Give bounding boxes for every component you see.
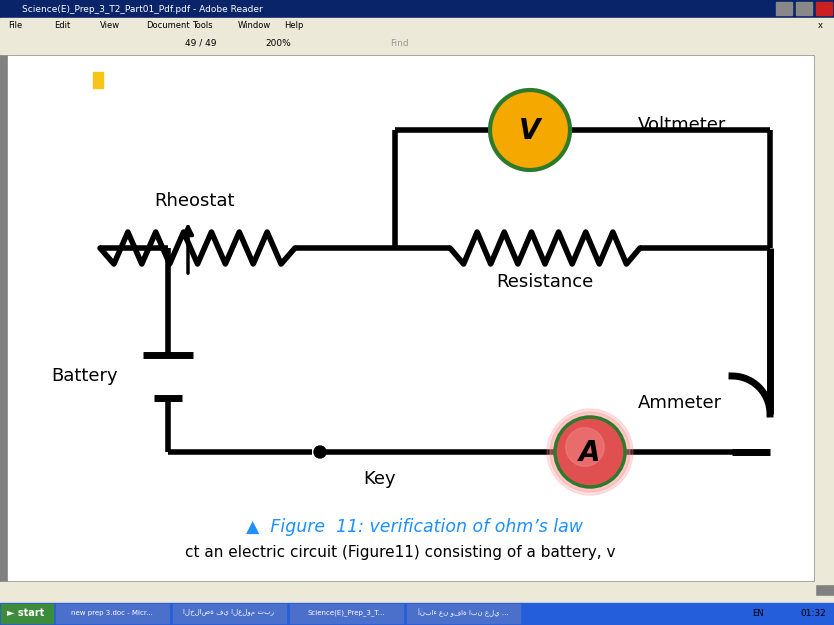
Bar <box>816 2 832 15</box>
Text: 49 / 49: 49 / 49 <box>185 39 217 48</box>
Text: Window: Window <box>238 21 271 29</box>
Text: Help: Help <box>284 21 304 29</box>
Bar <box>0 603 834 625</box>
Bar <box>796 2 812 15</box>
Bar <box>815 54 834 584</box>
Text: ▲  Figure  11: verification of ohm’s law: ▲ Figure 11: verification of ohm’s law <box>247 518 584 536</box>
Text: new prep 3.doc - Micr...: new prep 3.doc - Micr... <box>71 610 153 616</box>
Text: Science(E)_Prep_3_T2_Part01_Pdf.pdf - Adobe Reader: Science(E)_Prep_3_T2_Part01_Pdf.pdf - Ad… <box>22 4 263 14</box>
Bar <box>0 582 815 596</box>
Bar <box>290 604 403 623</box>
Text: Battery: Battery <box>52 367 118 385</box>
Circle shape <box>550 412 630 492</box>
Circle shape <box>565 428 605 466</box>
Text: ct an electric circuit (Figure11) consisting of a battery, v: ct an electric circuit (Figure11) consis… <box>185 546 615 561</box>
Circle shape <box>555 417 625 487</box>
Bar <box>0 0 834 18</box>
Text: A: A <box>580 439 600 467</box>
Bar <box>0 18 834 32</box>
Text: V: V <box>520 117 540 145</box>
Bar <box>0 596 834 625</box>
Text: Document: Document <box>146 21 189 29</box>
Bar <box>93 72 103 88</box>
Bar <box>776 2 792 15</box>
Bar <box>8 56 813 580</box>
Text: Science(E)_Prep_3_T...: Science(E)_Prep_3_T... <box>307 609 384 616</box>
Text: 200%: 200% <box>265 39 291 48</box>
Bar <box>1 604 53 623</box>
Bar <box>407 604 520 623</box>
Text: Find: Find <box>390 39 409 48</box>
Circle shape <box>547 409 633 495</box>
Bar <box>56 604 169 623</box>
Text: Key: Key <box>364 470 396 488</box>
Text: EN: EN <box>752 609 764 618</box>
Bar <box>0 32 834 54</box>
Text: View: View <box>100 21 120 29</box>
Bar <box>0 54 834 599</box>
Text: x: x <box>817 21 822 29</box>
Text: ► start: ► start <box>8 608 45 618</box>
Text: Rheostat: Rheostat <box>155 192 235 210</box>
Text: Tools: Tools <box>192 21 213 29</box>
Text: Resistance: Resistance <box>496 273 594 291</box>
Text: Edit: Edit <box>54 21 70 29</box>
Text: الخلاصة في العلوم تبر: الخلاصة في العلوم تبر <box>183 609 274 616</box>
Text: Voltmeter: Voltmeter <box>638 116 726 134</box>
Circle shape <box>490 90 570 170</box>
Text: Ammeter: Ammeter <box>638 394 722 412</box>
Bar <box>173 604 286 623</box>
Circle shape <box>314 446 326 458</box>
Text: أنباء عن وفاة ابن علي ...: أنباء عن وفاة ابن علي ... <box>418 609 508 618</box>
Text: File: File <box>8 21 23 29</box>
Text: 8.46 x 12.09 in: 8.46 x 12.09 in <box>5 604 68 614</box>
Text: 01:32: 01:32 <box>800 609 826 618</box>
